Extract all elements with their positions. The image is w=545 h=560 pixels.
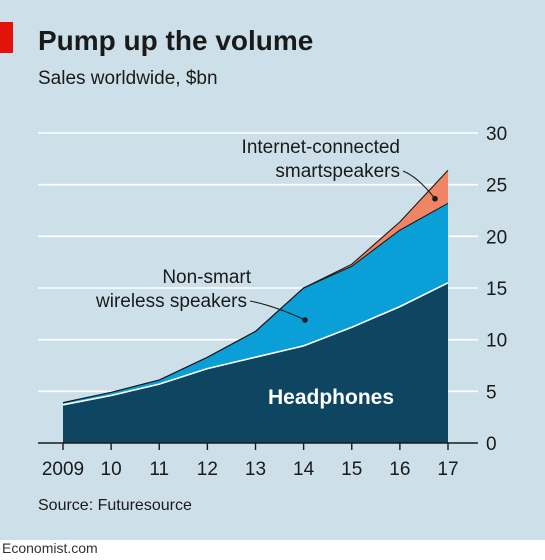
x-tick-label: 16 [389,459,410,480]
wireless-label-line2: wireless speakers [95,291,247,312]
chart-background [0,0,545,540]
wireless-callout-dot [302,317,308,323]
chart-title: Pump up the volume [38,25,313,56]
smartspeakers-label-line1: Internet-connected [242,137,400,158]
x-tick-label: 11 [149,459,169,480]
x-tick-label: 15 [341,459,362,480]
y-tick-label: 20 [486,227,507,248]
wireless-leader [249,300,306,321]
plot-areas [62,169,449,443]
x-tick-label: 14 [293,459,315,480]
wireless-label-line1: Non-smart [162,267,251,288]
annotations: Internet-connected smartspeakers Non-smart… [95,137,438,409]
y-tick-label: 15 [486,279,507,300]
wireless-speakers-area [63,203,448,405]
headphones-top-line [62,282,449,406]
x-tick-label: 10 [101,459,122,480]
source-note: Source: Futuresource [38,497,192,514]
x-tick-label: 12 [197,459,218,480]
axes: 0 5 10 15 20 25 30 2009 10 11 12 13 14 15 16 17 [38,124,507,480]
smartspeakers-leader [402,170,436,200]
x-tick-label: 13 [245,459,266,480]
total-top-line [62,169,449,404]
x-tick-label: 17 [437,459,458,480]
headphones-label: Headphones [268,386,394,409]
accent-tag [0,22,13,53]
y-tick-label: 10 [486,331,507,352]
y-tick-label: 30 [486,124,507,145]
smartspeakers-label-line2: smartspeakers [275,161,400,182]
smartspeakers-callout-dot [432,195,438,202]
chart-subtitle: Sales worldwide, $bn [38,68,218,89]
y-tick-label: 5 [486,382,497,403]
brand-footer: Economist.com [2,540,98,556]
headphones-area [63,282,448,443]
y-tick-label: 25 [486,176,507,197]
y-tick-label: 0 [486,434,497,455]
x-tick-label: 2009 [42,459,84,480]
